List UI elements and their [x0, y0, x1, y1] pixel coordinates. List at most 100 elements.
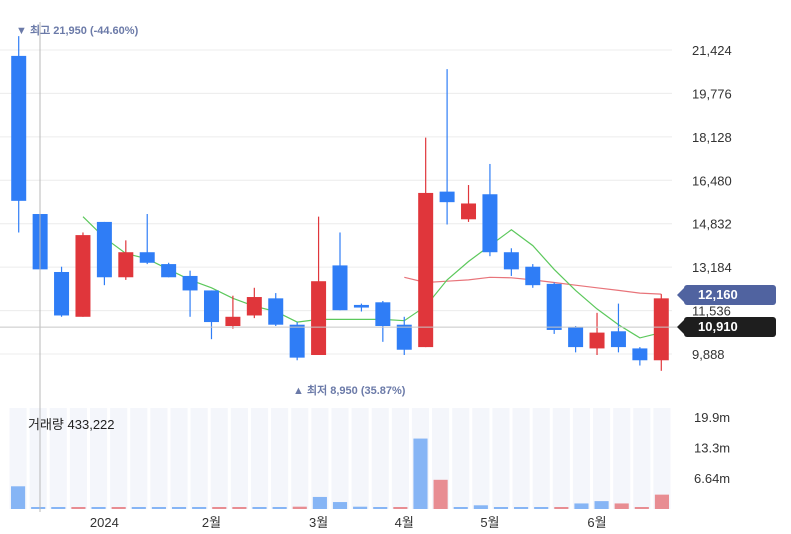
candle-body — [75, 235, 91, 317]
price-tick-label: 16,480 — [692, 173, 732, 188]
moving-averages — [82, 216, 662, 339]
candle-body — [96, 221, 112, 278]
volume-bar — [473, 505, 488, 509]
volume-background-column — [452, 408, 470, 509]
last-price: 10,910 — [698, 319, 738, 334]
volume-bar — [312, 496, 327, 509]
volume-bar — [594, 501, 609, 509]
candle-body — [482, 194, 498, 253]
candle-body — [311, 281, 327, 356]
volume-background-column — [110, 408, 128, 509]
volume-axis: 19.9m 13.3m 6.64m — [694, 410, 730, 486]
volume-background-column — [472, 408, 490, 509]
price-tick-label: 21,424 — [692, 43, 732, 58]
volume-bar — [453, 507, 468, 509]
volume-background-column — [371, 408, 389, 509]
volume-bar — [353, 506, 368, 509]
candle-body — [332, 265, 348, 311]
volume-bar — [252, 507, 267, 509]
volume-background-column — [331, 408, 349, 509]
volume-bars — [11, 438, 669, 509]
volume-bar — [373, 507, 388, 509]
volume-bar — [91, 507, 106, 509]
volume-background-column — [552, 408, 570, 509]
price-tick-label: 11,536 — [692, 304, 731, 319]
volume-bar — [232, 507, 247, 509]
candle-body — [268, 298, 284, 325]
volume-background-column — [130, 408, 148, 509]
high-annotation: ▼ 최고 21,950 (-44.60%) — [16, 23, 139, 37]
candle-body — [54, 271, 70, 316]
volume-background-column — [492, 408, 510, 509]
candle-body — [461, 203, 477, 220]
time-tick-label: 5월 — [480, 515, 499, 530]
candle-body — [396, 324, 412, 350]
low-annotation: ▲ 최저 8,950 (35.87%) — [293, 383, 406, 397]
moving-average-price-badge: 12,160 — [677, 285, 776, 305]
volume-background-column — [653, 408, 671, 509]
volume-value: 433,222 — [67, 417, 115, 432]
candle-body — [439, 191, 455, 203]
volume-bar — [292, 506, 307, 509]
candle-body — [418, 192, 434, 348]
candle-body — [525, 266, 541, 286]
volume-background-column — [230, 408, 248, 509]
candle-body — [182, 275, 198, 291]
volume-bar — [212, 507, 227, 509]
volume-background — [9, 408, 671, 509]
candle-body — [203, 290, 219, 323]
volume-bar — [634, 507, 649, 509]
time-tick-label: 3월 — [309, 515, 328, 530]
candle-body — [353, 304, 369, 308]
volume-tick-label: 19.9m — [694, 410, 730, 425]
candle-body — [568, 327, 584, 348]
volume-background-column — [250, 408, 269, 509]
volume-background-column — [150, 408, 168, 509]
volume-background-column — [311, 408, 329, 509]
volume-background-column — [210, 408, 228, 509]
price-tick-label: 14,832 — [692, 217, 732, 232]
volume-bar — [51, 507, 66, 509]
volume-background-column — [593, 408, 611, 509]
price-tick-label: 13,184 — [692, 260, 732, 275]
volume-bar — [151, 507, 166, 509]
volume-background-column — [291, 408, 309, 509]
price-tick-label: 18,128 — [692, 130, 732, 145]
volume-bar — [534, 507, 549, 509]
volume-background-column — [633, 408, 651, 509]
candles — [11, 36, 669, 371]
volume-bar — [131, 507, 146, 509]
volume-bar — [413, 438, 428, 509]
candle-body — [225, 316, 241, 327]
volume-tick-label: 13.3m — [694, 440, 730, 455]
volume-bar — [654, 494, 669, 509]
volume-label: 거래량 433,222 — [28, 414, 115, 433]
volume-bar — [393, 507, 408, 509]
price-tick-label: 9,888 — [692, 347, 725, 362]
volume-bar — [171, 507, 187, 509]
last-price-badge: 10,910 — [677, 317, 776, 337]
candle-body — [610, 331, 626, 348]
candle-body — [11, 55, 27, 201]
volume-background-column — [69, 408, 87, 509]
volume-background-column — [512, 408, 530, 509]
volume-tick-label: 6.64m — [694, 471, 730, 486]
volume-background-column — [49, 408, 67, 509]
volume-bar — [493, 507, 509, 509]
time-tick-label: 2024 — [90, 515, 119, 530]
volume-bar — [272, 507, 287, 509]
time-tick-label: 2월 — [202, 515, 221, 530]
price-tick-label: 19,776 — [692, 86, 732, 101]
candle-body — [246, 297, 262, 316]
time-tick-label: 4월 — [395, 515, 414, 530]
candle-body — [375, 302, 391, 327]
volume-bar — [332, 502, 348, 509]
volume-background-column — [170, 408, 188, 509]
price-axis: 21,424 19,776 18,128 16,480 14,832 13,184 11,5… — [692, 43, 732, 362]
volume-bar — [192, 507, 207, 509]
ma-short-line — [82, 216, 662, 339]
volume-bar — [614, 503, 629, 509]
candle-body — [589, 332, 605, 349]
candle-body — [118, 252, 134, 278]
candle-body — [289, 324, 305, 358]
